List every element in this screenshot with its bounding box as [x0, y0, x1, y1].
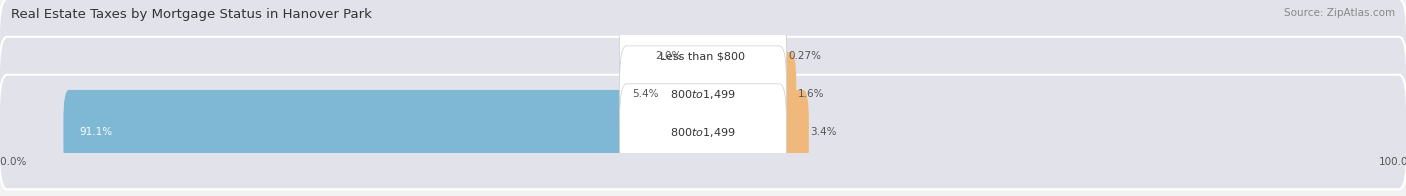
Text: $800 to $1,499: $800 to $1,499 [671, 125, 735, 139]
Text: 0.27%: 0.27% [789, 51, 821, 61]
FancyBboxPatch shape [773, 90, 808, 174]
FancyBboxPatch shape [620, 46, 786, 142]
FancyBboxPatch shape [620, 84, 786, 180]
Text: Less than $800: Less than $800 [661, 51, 745, 61]
FancyBboxPatch shape [0, 75, 1406, 189]
FancyBboxPatch shape [620, 8, 786, 104]
Text: 91.1%: 91.1% [79, 127, 112, 137]
Text: 3.4%: 3.4% [810, 127, 837, 137]
FancyBboxPatch shape [773, 14, 787, 98]
Text: Source: ZipAtlas.com: Source: ZipAtlas.com [1284, 8, 1395, 18]
Text: $800 to $1,499: $800 to $1,499 [671, 88, 735, 101]
FancyBboxPatch shape [773, 52, 796, 136]
FancyBboxPatch shape [63, 90, 633, 174]
FancyBboxPatch shape [0, 37, 1406, 151]
FancyBboxPatch shape [0, 0, 1406, 113]
Text: 2.0%: 2.0% [655, 51, 682, 61]
Text: 5.4%: 5.4% [631, 89, 658, 99]
Text: 1.6%: 1.6% [797, 89, 824, 99]
Text: Real Estate Taxes by Mortgage Status in Hanover Park: Real Estate Taxes by Mortgage Status in … [11, 8, 373, 21]
